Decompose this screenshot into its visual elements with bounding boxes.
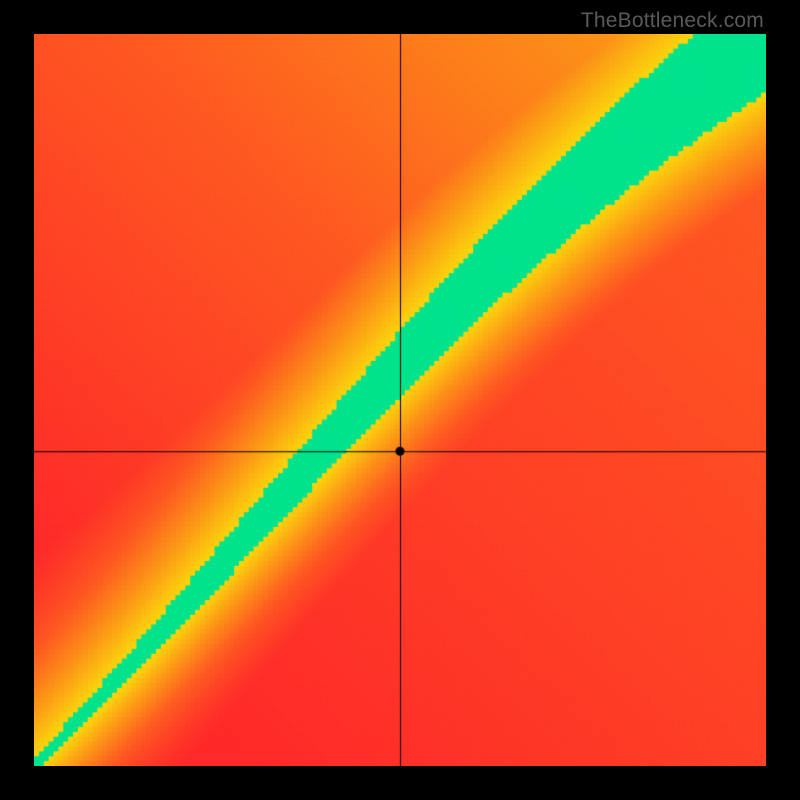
heatmap-canvas [34,34,766,766]
chart-root: TheBottleneck.com [0,0,800,800]
plot-frame [34,34,766,766]
watermark-text: TheBottleneck.com [581,9,764,33]
